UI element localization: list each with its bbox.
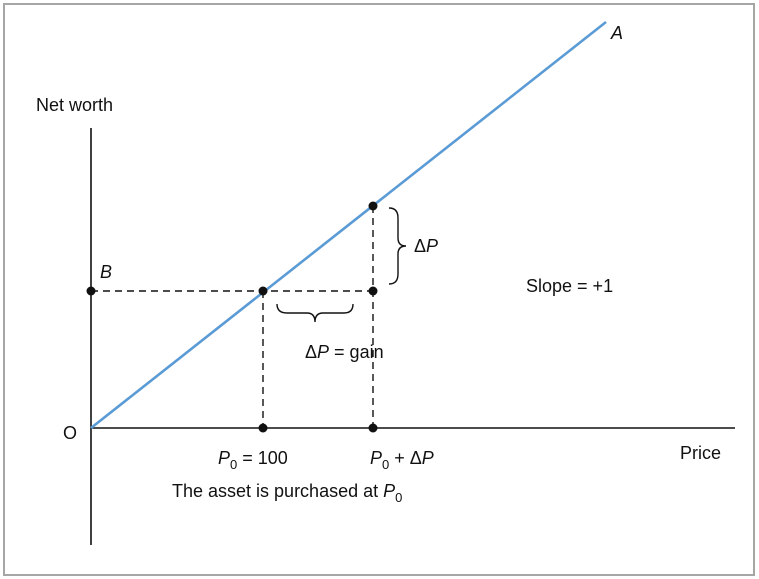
point-p0-plus-dp-axis [368, 423, 378, 433]
y-axis-label: Net worth [36, 95, 113, 115]
vertical-brace [388, 207, 407, 285]
point-b [86, 286, 96, 296]
horizontal-brace [276, 303, 354, 323]
x-axis-label: Price [680, 443, 721, 463]
point-p0-axis [258, 423, 268, 433]
svg-text:P0 + ΔP: P0 + ΔP [370, 448, 434, 472]
svg-text:ΔP = gain: ΔP = gain [305, 342, 384, 362]
line-a [90, 20, 607, 430]
point-on-line [368, 201, 378, 211]
p0-plus-dp-label: P0 + ΔP [370, 448, 434, 472]
origin-label: O [63, 423, 77, 443]
diagram-border [3, 3, 755, 576]
point-purchase [258, 286, 268, 296]
svg-text:ΔP: ΔP [414, 236, 438, 256]
line-a-label: A [610, 23, 623, 43]
slope-label: Slope = +1 [526, 276, 613, 296]
delta-p-vertical-label: ΔP [414, 236, 438, 256]
delta-p-gain-label: ΔP = gain [305, 342, 384, 362]
p0-label: P0 = 100 [218, 448, 288, 472]
point-horizontal-end [368, 286, 378, 296]
svg-text:P0 = 100: P0 = 100 [218, 448, 288, 472]
point-b-label: B [100, 262, 112, 282]
